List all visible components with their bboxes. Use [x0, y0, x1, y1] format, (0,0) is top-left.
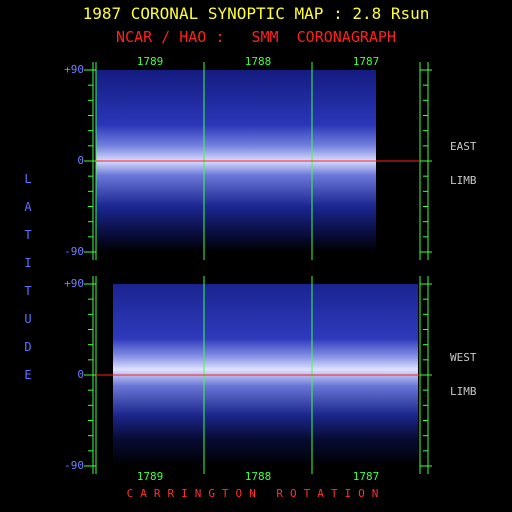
y-tick-label: 0 — [77, 154, 84, 167]
y-axis-label: LATITUDE — [21, 172, 35, 396]
x-axis-label: CARRINGTON ROTATION — [126, 487, 386, 500]
rotation-label: 1789 — [136, 470, 164, 483]
rotation-label: 1787 — [352, 470, 380, 483]
limb-label: LIMB — [450, 174, 477, 187]
rotation-label: 1789 — [136, 55, 164, 68]
title: 1987 CORONAL SYNOPTIC MAP : 2.8 Rsun — [82, 4, 430, 23]
y-tick-label: +90 — [64, 277, 84, 290]
subtitle: NCAR / HAO : SMM CORONAGRAPH — [116, 28, 396, 46]
panels — [84, 62, 432, 474]
y-tick-label: 0 — [77, 368, 84, 381]
y-tick-label: -90 — [64, 459, 84, 472]
limb-label: EAST — [450, 140, 477, 153]
limb-label: LIMB — [450, 385, 477, 398]
y-tick-label: +90 — [64, 63, 84, 76]
rotation-label: 1788 — [244, 470, 272, 483]
rotation-label: 1788 — [244, 55, 272, 68]
y-tick-label: -90 — [64, 245, 84, 258]
rotation-label: 1787 — [352, 55, 380, 68]
limb-label: WEST — [450, 351, 477, 364]
